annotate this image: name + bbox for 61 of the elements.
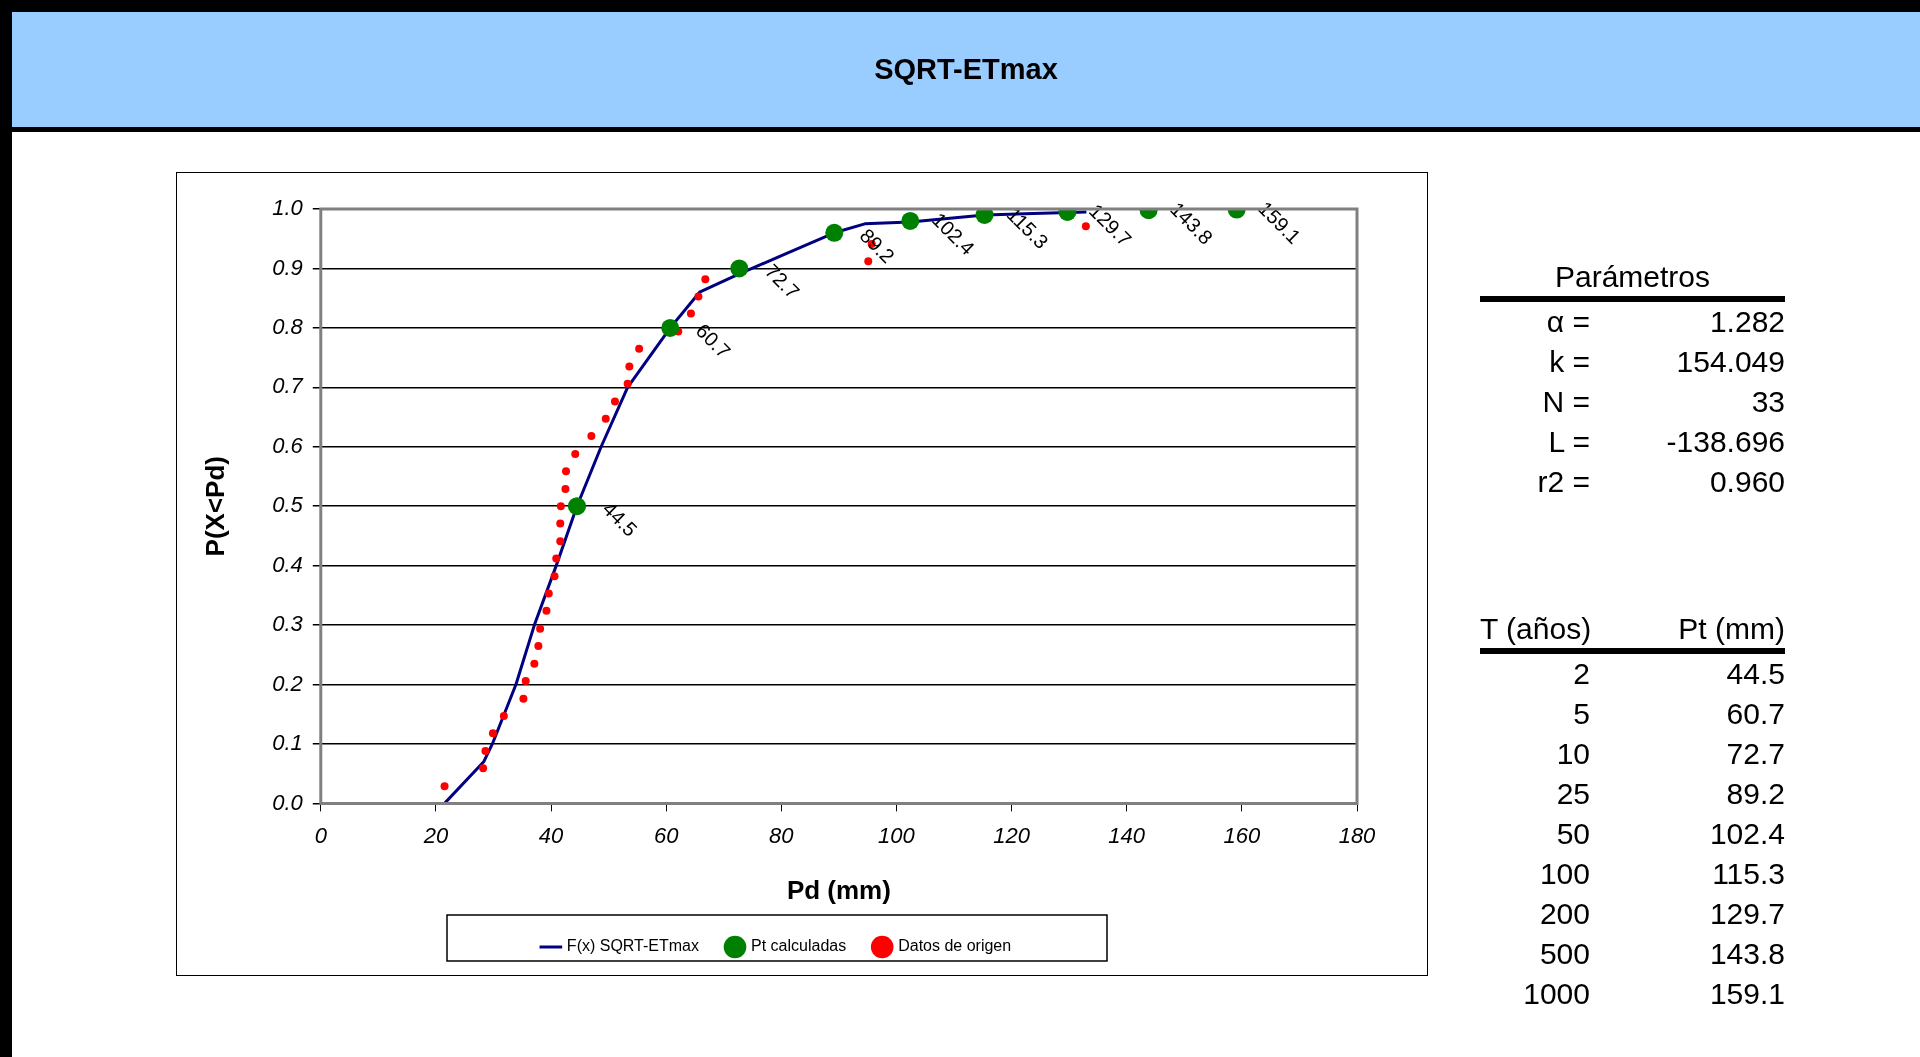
x-tick-label: 20	[422, 822, 449, 848]
text: T (años)	[1480, 611, 1593, 647]
legend-label: Pt calculadas	[751, 937, 847, 955]
text: 89.2	[1725, 776, 1785, 812]
y-tick-label: 0.3	[272, 611, 304, 637]
x-tick-label: 80	[769, 822, 795, 848]
x-tick-label: 120	[993, 822, 1031, 848]
text: 44.5	[1725, 656, 1785, 692]
y-tick-label: 1.0	[272, 195, 304, 221]
y-tick-label: 0.7	[272, 373, 304, 399]
annotation: 44.5	[598, 497, 642, 541]
text: 154.049	[1675, 344, 1785, 380]
text: 60.7	[1725, 696, 1785, 732]
text: 0.960	[1708, 464, 1785, 500]
x-tick-label: 140	[1108, 822, 1146, 848]
y-tick-label: 0.9	[272, 254, 303, 280]
x-tick-label: 0	[314, 822, 328, 848]
text: 102.4	[1708, 816, 1785, 852]
text: 500	[1538, 936, 1590, 972]
x-tick-label: 100	[878, 822, 916, 848]
text: 25	[1555, 776, 1590, 812]
text: 5	[1572, 696, 1590, 732]
text: Parámetros	[1480, 258, 1785, 302]
text: L =	[1547, 424, 1590, 460]
x-tick-label: 40	[538, 822, 565, 848]
text: 143.8	[1708, 936, 1785, 972]
text: 33	[1750, 384, 1785, 420]
text: 10	[1555, 736, 1590, 772]
text: 72.7	[1725, 736, 1785, 772]
x-tick-label: 160	[1223, 822, 1261, 848]
y-tick-label: 0.1	[272, 730, 303, 756]
text: 129.7	[1708, 896, 1785, 932]
text: 100	[1538, 856, 1590, 892]
annotation: 72.7	[760, 259, 804, 303]
y-tick-label: 0.0	[272, 789, 304, 815]
x-axis-title: Pd (mm)	[786, 874, 891, 905]
x-tick-label: 180	[1338, 822, 1377, 848]
y-tick-label: 0.2	[272, 670, 303, 696]
text: 1.282	[1708, 304, 1785, 340]
chart-title: SQRT-ETmax	[12, 12, 1920, 132]
y-tick-label: 0.5	[272, 492, 304, 518]
text: α =	[1545, 304, 1590, 340]
text: k =	[1548, 344, 1590, 380]
text: 2	[1572, 656, 1590, 692]
y-axis-title: P(X<Pd)	[199, 455, 230, 557]
text: 1000	[1522, 976, 1590, 1012]
y-tick-label: 0.4	[272, 551, 303, 577]
text: -138.696	[1665, 424, 1785, 460]
text: 159.1	[1708, 976, 1785, 1012]
text: N =	[1541, 384, 1590, 420]
annotation: 60.7	[691, 319, 735, 363]
legend-label: Datos de origen	[898, 937, 1012, 955]
text: r2 =	[1536, 464, 1590, 500]
text: Pt (mm)	[1677, 611, 1785, 647]
y-tick-label: 0.6	[272, 432, 304, 458]
y-tick-label: 0.8	[272, 314, 304, 340]
text: 115.3	[1711, 856, 1785, 892]
legend-label: F(x) SQRT-ETmax	[566, 937, 700, 955]
text: 50	[1555, 816, 1590, 852]
text: 200	[1538, 896, 1590, 932]
x-tick-label: 60	[653, 822, 680, 848]
